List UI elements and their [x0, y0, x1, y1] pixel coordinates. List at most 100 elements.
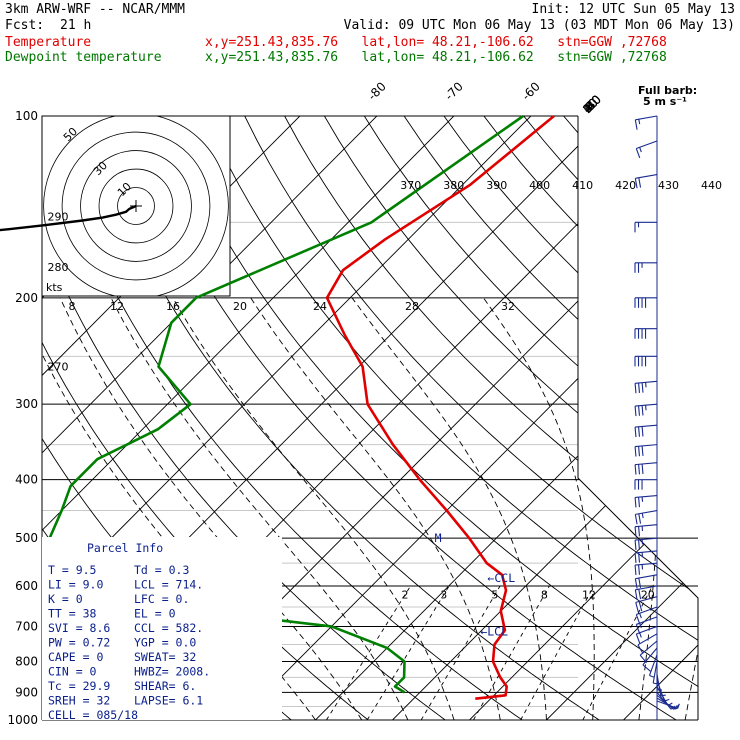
- speed-tick-label: 8: [69, 300, 76, 313]
- wind-barb: [634, 509, 658, 525]
- parcel-index-left: Tc = 29.9: [48, 679, 110, 693]
- barb-half: [639, 613, 642, 619]
- barb-staff: [635, 444, 658, 448]
- theta-label: 400: [529, 179, 550, 192]
- barb-half: [639, 623, 642, 629]
- barb-flag: [638, 426, 641, 437]
- barb-staff: [656, 694, 675, 710]
- barb-staff: [635, 574, 658, 580]
- theta-label: 380: [443, 179, 464, 192]
- dewpoint-line: [46, 114, 524, 694]
- mixing-ratio-label: 3: [440, 589, 447, 602]
- theta-label: 410: [572, 179, 593, 192]
- pressure-label-200: 200: [15, 291, 38, 305]
- speed-tick-label: 16: [166, 300, 180, 313]
- pressure-label-600: 600: [15, 579, 38, 593]
- dewpoint-legend: Dewpoint temperature: [5, 50, 162, 65]
- speed-tick-label: 32: [501, 300, 515, 313]
- pressure-label-400: 400: [15, 473, 38, 487]
- barb-staff: [635, 550, 658, 554]
- mixing-ratio-line: [582, 585, 653, 720]
- barb-flag: [634, 578, 638, 589]
- barb-staff: [635, 524, 658, 528]
- barb-flag: [641, 463, 644, 475]
- wind-barb: [634, 297, 657, 308]
- moist-adiabat: [629, 297, 659, 720]
- hodograph-ring: [80, 150, 192, 262]
- wind-barb: [634, 424, 658, 438]
- hodograph-ring: [61, 131, 211, 281]
- barb-half: [649, 674, 655, 678]
- barb-staff: [652, 661, 658, 684]
- barb-flag: [634, 119, 638, 130]
- pressure-label-1000: 1000: [7, 713, 38, 727]
- barb-flag: [634, 178, 638, 189]
- theta-side-label: 270: [48, 361, 69, 374]
- parcel-index-left: T = 9.5: [48, 563, 96, 577]
- wind-barb: [656, 700, 680, 710]
- barb-staff: [637, 633, 658, 646]
- isotherm-label: -70: [442, 79, 466, 103]
- barb-staff: [656, 700, 678, 710]
- parcel-panel: [42, 537, 282, 720]
- barb-flag: [642, 664, 651, 672]
- wind-barb: [635, 606, 658, 625]
- axis-labels: 100 200 300 400 500 600 700 800 900 1000 2 3 5 8 12 20 -…: [7, 79, 722, 727]
- barb-flag: [638, 601, 643, 612]
- barb-staff: [635, 462, 658, 466]
- wind-barb: [635, 596, 658, 613]
- barb-staff: [636, 625, 658, 635]
- barb-half: [638, 119, 641, 125]
- barb-flag: [634, 552, 637, 563]
- theta-label: 420: [615, 179, 636, 192]
- barb-legend-line1: Full barb:: [638, 84, 697, 97]
- wind-barb: [634, 115, 658, 130]
- barb-staff: [656, 697, 677, 710]
- barb-staff: [635, 115, 658, 121]
- barb-flag: [638, 564, 641, 575]
- barb-half: [660, 694, 666, 697]
- barb-flag: [635, 624, 641, 635]
- barb-flag: [638, 497, 641, 508]
- level-marker: ←LCL: [480, 625, 508, 639]
- barb-flag: [638, 382, 641, 393]
- wind-barb: [634, 328, 657, 339]
- parcel-index-left: PW = 0.72: [48, 636, 110, 650]
- init-time: Init: 12 UTC Sun 05 May 13: [531, 2, 736, 17]
- barb-flag: [638, 589, 642, 600]
- valid-time: Valid: 09 UTC Mon 06 May 13 (03 MDT Mon …: [343, 18, 735, 33]
- wind-barb: [634, 221, 657, 233]
- parcel-index-right: EL = 0: [134, 607, 176, 621]
- barb-staff: [635, 585, 658, 591]
- speed-tick-label: 24: [313, 300, 327, 313]
- mixing-ratio-label: 5: [491, 589, 498, 602]
- isotherm: [546, 116, 698, 720]
- wind-barb: [634, 562, 658, 576]
- wind-barbs: [634, 115, 680, 720]
- theta-label: 430: [658, 179, 679, 192]
- wind-barb: [634, 524, 658, 537]
- barb-half: [639, 632, 642, 638]
- barb-flag: [641, 445, 644, 456]
- barb-flag: [638, 577, 642, 588]
- mixing-ratio-line: [366, 585, 450, 720]
- parcel-index-right: YGP = 0.0: [134, 636, 196, 650]
- barb-flag: [638, 526, 641, 537]
- barb-flag: [638, 177, 642, 188]
- parcel-index-right: CCL = 582.: [134, 621, 203, 635]
- barb-flag: [634, 514, 638, 525]
- wind-barb: [634, 444, 658, 457]
- model-title: 3km ARW-WRF -- NCAR/MMM: [5, 2, 186, 17]
- dewpoint-location: x,y=251.43,835.76 lat,lon= 48.21,-106.62…: [205, 50, 667, 65]
- wind-barb: [637, 633, 658, 654]
- dry-adiabat: [324, 116, 698, 720]
- wind-barb: [634, 479, 657, 490]
- barb-half: [641, 513, 644, 519]
- temperature-legend: Temperature: [5, 35, 92, 50]
- pressure-label-300: 300: [15, 397, 38, 411]
- barb-flag: [638, 539, 641, 550]
- isotherm-label: -60: [519, 79, 543, 103]
- parcel-index-right: LAPSE= 6.1: [134, 694, 203, 708]
- parcel-index-left: SVI = 8.6: [48, 621, 110, 635]
